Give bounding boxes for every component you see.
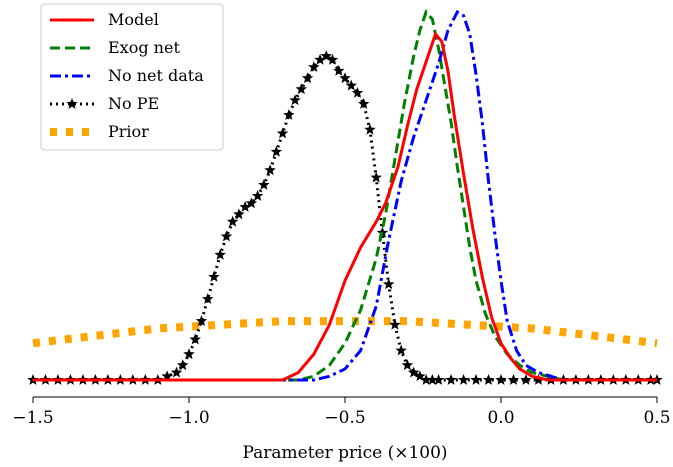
data-point bbox=[220, 230, 233, 242]
data-point bbox=[457, 374, 470, 385]
data-point bbox=[364, 123, 376, 135]
data-point bbox=[208, 270, 220, 282]
data-point bbox=[339, 72, 351, 84]
data-point bbox=[445, 374, 457, 385]
data-point bbox=[432, 374, 445, 385]
data-point bbox=[170, 366, 183, 378]
data-point bbox=[320, 50, 332, 62]
data-point bbox=[202, 293, 214, 304]
legend-label: No net data bbox=[108, 66, 204, 85]
data-point bbox=[470, 374, 482, 385]
data-point bbox=[401, 359, 414, 371]
data-point bbox=[333, 64, 345, 76]
x-axis-label: Parameter price (×100) bbox=[242, 443, 447, 463]
data-point bbox=[161, 370, 173, 382]
data-point bbox=[482, 374, 495, 385]
x-tick-label: −1.0 bbox=[168, 408, 209, 428]
data-point bbox=[326, 53, 339, 65]
data-point bbox=[351, 86, 364, 98]
data-point bbox=[314, 53, 326, 65]
data-point bbox=[382, 278, 395, 290]
series-line bbox=[33, 9, 657, 382]
series-line bbox=[33, 31, 657, 382]
x-axis: −1.5 −1.0 −0.5 0.0 0.5 bbox=[12, 396, 671, 428]
series-layer bbox=[27, 9, 663, 385]
data-point bbox=[407, 366, 420, 378]
data-point bbox=[395, 344, 407, 356]
data-point bbox=[276, 127, 289, 139]
legend: Model Exog net No net data No PE Prior bbox=[40, 3, 224, 151]
data-point bbox=[270, 145, 283, 157]
data-point bbox=[183, 348, 195, 360]
data-point bbox=[233, 208, 245, 220]
x-tick-label: 0.5 bbox=[643, 408, 670, 428]
data-point bbox=[245, 197, 258, 209]
data-point bbox=[251, 190, 264, 201]
data-point bbox=[520, 374, 532, 385]
series-exog-net bbox=[33, 9, 657, 382]
series-no-net-data bbox=[33, 9, 657, 382]
data-point bbox=[426, 374, 439, 385]
data-point bbox=[177, 359, 189, 371]
data-point bbox=[420, 374, 432, 385]
data-point bbox=[358, 98, 370, 109]
data-point bbox=[195, 315, 208, 326]
legend-label: No PE bbox=[108, 94, 159, 113]
data-point bbox=[532, 374, 545, 385]
data-point bbox=[214, 248, 226, 260]
data-point bbox=[295, 83, 308, 95]
data-point bbox=[289, 94, 301, 106]
data-point bbox=[414, 370, 426, 382]
x-tick-label: 0.0 bbox=[487, 408, 514, 428]
legend-marker bbox=[66, 98, 78, 109]
data-point bbox=[345, 79, 357, 91]
data-point bbox=[189, 333, 201, 345]
data-point bbox=[308, 61, 320, 73]
series-model bbox=[33, 31, 657, 382]
data-point bbox=[370, 171, 382, 183]
legend-label: Prior bbox=[108, 122, 149, 141]
data-point bbox=[495, 374, 507, 385]
data-point bbox=[283, 109, 295, 120]
legend-label: Exog net bbox=[108, 38, 180, 57]
x-tick-label: −1.5 bbox=[12, 408, 53, 428]
legend-box bbox=[40, 3, 224, 151]
data-point bbox=[258, 178, 270, 190]
data-point bbox=[507, 374, 520, 385]
data-point bbox=[239, 201, 251, 212]
x-tick-label: −0.5 bbox=[324, 408, 365, 428]
data-point bbox=[226, 215, 239, 227]
data-point bbox=[389, 318, 401, 330]
series-line bbox=[33, 9, 657, 382]
legend-label: Model bbox=[108, 10, 159, 29]
data-point bbox=[264, 164, 276, 176]
data-point bbox=[301, 72, 314, 84]
